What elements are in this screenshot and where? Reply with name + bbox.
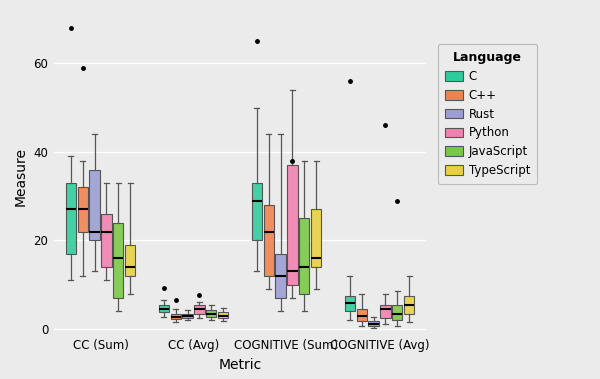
- PathPatch shape: [170, 315, 181, 319]
- Y-axis label: Measure: Measure: [14, 147, 28, 206]
- PathPatch shape: [182, 315, 193, 318]
- PathPatch shape: [158, 305, 169, 312]
- PathPatch shape: [194, 305, 205, 313]
- X-axis label: Metric: Metric: [218, 358, 262, 372]
- Legend: C, C++, Rust, Python, JavaScript, TypeScript: C, C++, Rust, Python, JavaScript, TypeSc…: [438, 44, 537, 185]
- PathPatch shape: [368, 321, 379, 326]
- PathPatch shape: [206, 310, 217, 317]
- PathPatch shape: [344, 296, 355, 312]
- PathPatch shape: [392, 305, 403, 320]
- PathPatch shape: [311, 210, 322, 267]
- PathPatch shape: [218, 312, 229, 318]
- PathPatch shape: [101, 214, 112, 267]
- PathPatch shape: [287, 165, 298, 285]
- PathPatch shape: [404, 296, 415, 313]
- PathPatch shape: [251, 183, 262, 241]
- PathPatch shape: [89, 169, 100, 241]
- PathPatch shape: [113, 223, 124, 298]
- PathPatch shape: [299, 218, 310, 294]
- PathPatch shape: [275, 254, 286, 298]
- PathPatch shape: [125, 245, 136, 276]
- PathPatch shape: [356, 309, 367, 321]
- PathPatch shape: [65, 183, 76, 254]
- PathPatch shape: [77, 187, 88, 232]
- PathPatch shape: [380, 305, 391, 318]
- PathPatch shape: [263, 205, 274, 276]
